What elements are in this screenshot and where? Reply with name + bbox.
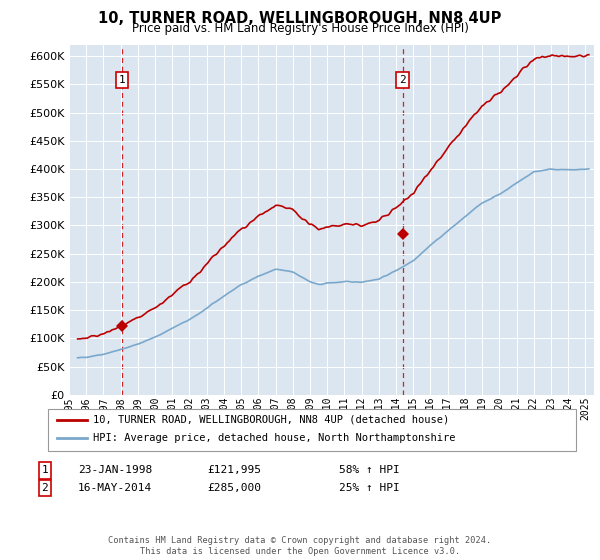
- Text: £121,995: £121,995: [207, 465, 261, 475]
- Text: 58% ↑ HPI: 58% ↑ HPI: [339, 465, 400, 475]
- Text: 1: 1: [41, 465, 49, 475]
- Text: 10, TURNER ROAD, WELLINGBOROUGH, NN8 4UP: 10, TURNER ROAD, WELLINGBOROUGH, NN8 4UP: [98, 11, 502, 26]
- Text: Contains HM Land Registry data © Crown copyright and database right 2024.
This d: Contains HM Land Registry data © Crown c…: [109, 536, 491, 556]
- Text: HPI: Average price, detached house, North Northamptonshire: HPI: Average price, detached house, Nort…: [93, 433, 455, 444]
- Text: 23-JAN-1998: 23-JAN-1998: [78, 465, 152, 475]
- Text: 25% ↑ HPI: 25% ↑ HPI: [339, 483, 400, 493]
- Text: 2: 2: [399, 75, 406, 85]
- Text: £285,000: £285,000: [207, 483, 261, 493]
- Text: 2: 2: [41, 483, 49, 493]
- Text: 16-MAY-2014: 16-MAY-2014: [78, 483, 152, 493]
- Text: 10, TURNER ROAD, WELLINGBOROUGH, NN8 4UP (detached house): 10, TURNER ROAD, WELLINGBOROUGH, NN8 4UP…: [93, 415, 449, 425]
- Text: 1: 1: [118, 75, 125, 85]
- Text: Price paid vs. HM Land Registry's House Price Index (HPI): Price paid vs. HM Land Registry's House …: [131, 22, 469, 35]
